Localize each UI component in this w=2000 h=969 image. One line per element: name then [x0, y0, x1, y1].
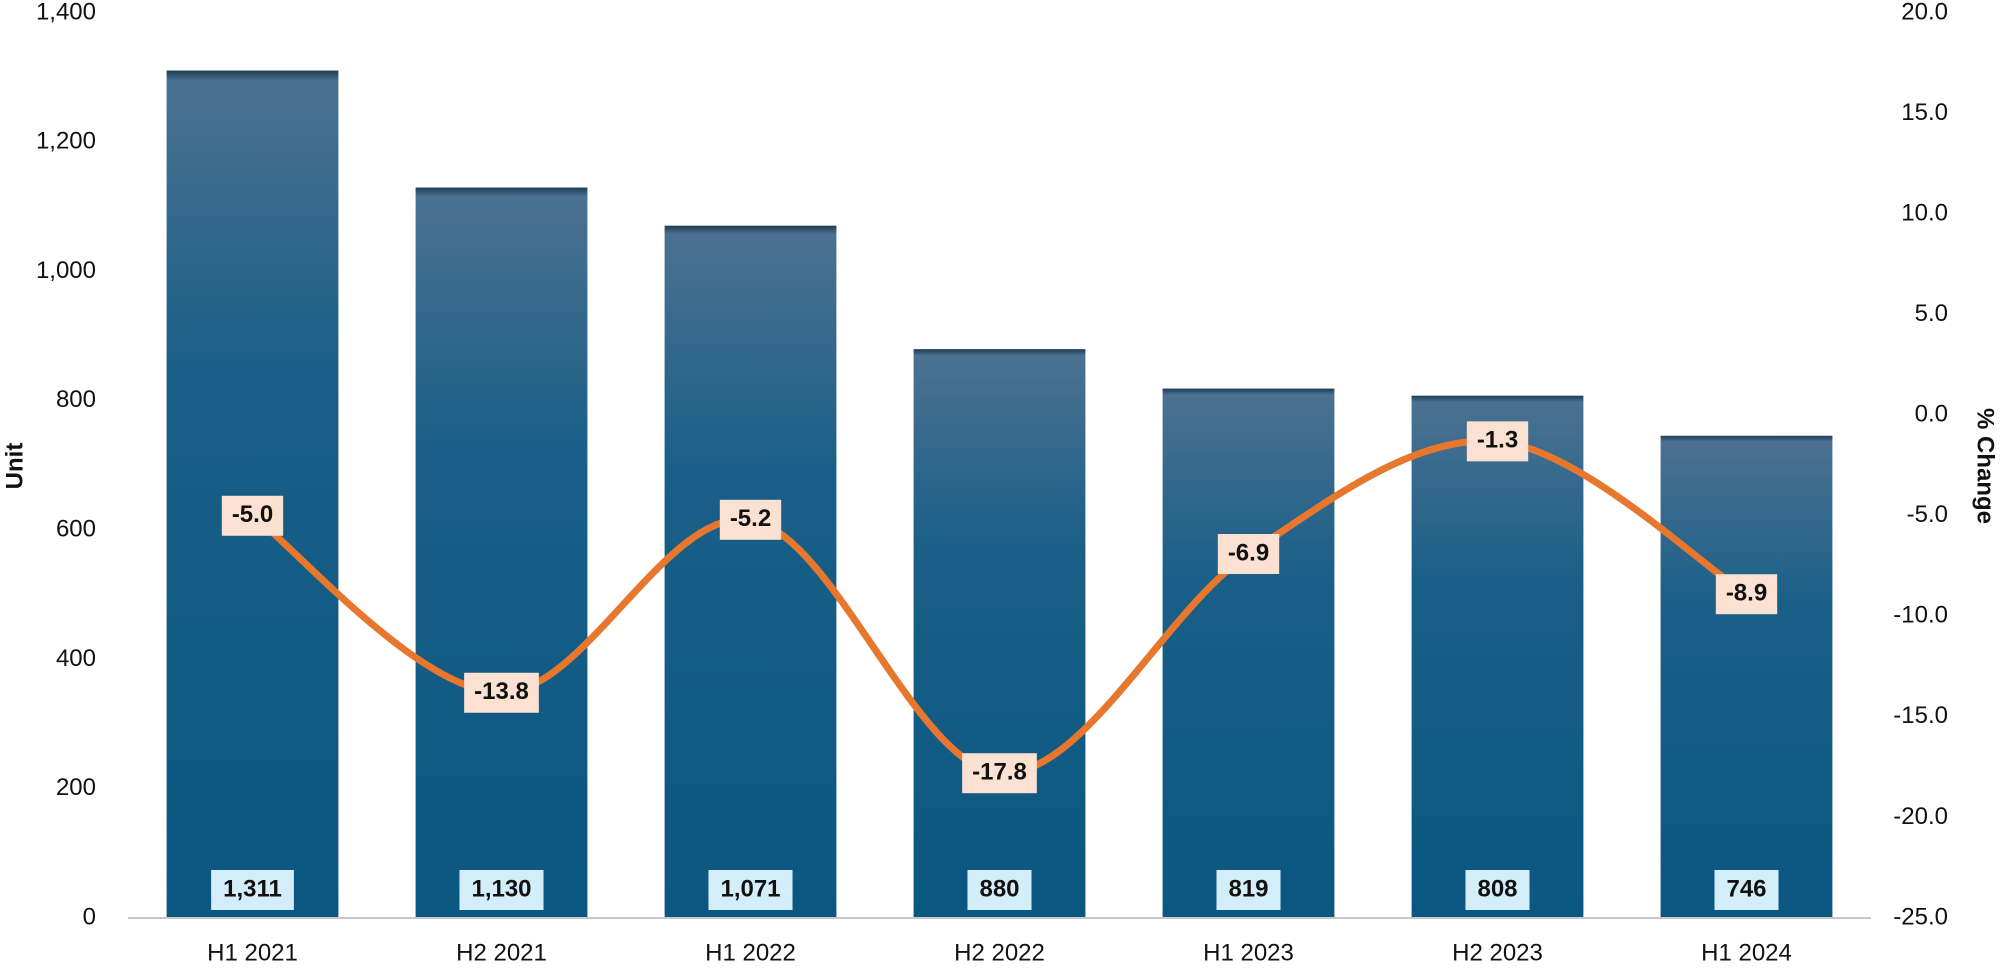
bar-value-label-box: [967, 870, 1032, 910]
x-tick-label: H1 2021: [207, 939, 298, 966]
y-axis-title: Unit: [1, 443, 28, 490]
bar-value-label-box: [1714, 870, 1779, 910]
y2-tick-label: -25.0: [1893, 903, 1948, 930]
bar-value-label-group: 819: [1216, 870, 1281, 910]
y2-tick-label: 20.0: [1901, 0, 1948, 25]
x-tick-label: H1 2022: [705, 939, 796, 966]
bar: [1660, 435, 1833, 918]
bar-value-label: 1,311: [223, 875, 282, 902]
line-value-label-group: -5.0: [221, 495, 284, 536]
x-tick-label: H1 2024: [1701, 939, 1792, 966]
bar: [913, 349, 1086, 919]
y2-tick-label: 15.0: [1901, 99, 1948, 126]
line-value-label-box: [464, 672, 539, 713]
y2-axis-title: % Change: [1972, 408, 1999, 524]
line-value-label: -13.8: [474, 678, 529, 705]
bar-value-label-group: 880: [967, 870, 1032, 910]
y-tick-label: 600: [56, 515, 96, 542]
x-tick-label: H2 2022: [954, 939, 1045, 966]
bar-value-label-group: 1,130: [459, 870, 544, 910]
y2-tick-label: -15.0: [1893, 702, 1948, 729]
line-value-label-box: [719, 499, 782, 540]
line-value-label: -1.3: [1477, 427, 1518, 454]
line-value-label: -8.9: [1726, 580, 1767, 607]
bar-value-label: 880: [979, 875, 1019, 902]
line-value-label-group: -8.9: [1715, 574, 1778, 615]
bar-value-label-box: [459, 870, 544, 910]
line-value-label: -6.9: [1228, 539, 1269, 566]
line-value-label-group: -1.3: [1466, 421, 1529, 462]
bar: [415, 187, 588, 919]
line-value-label-group: -17.8: [962, 753, 1037, 794]
y2-tick-label: 10.0: [1901, 199, 1948, 226]
bar-value-label-group: 746: [1714, 870, 1779, 910]
bar-value-label-group: 1,071: [708, 870, 793, 910]
line-value-label-group: -6.9: [1217, 533, 1280, 574]
y-tick-label: 400: [56, 645, 96, 672]
y-tick-label: 1,400: [36, 0, 96, 25]
line-value-label-box: [962, 753, 1037, 794]
x-tick-label: H2 2023: [1452, 939, 1543, 966]
y-tick-label: 0: [83, 903, 96, 930]
bar-value-label-box: [708, 870, 793, 910]
x-tick-label: H2 2021: [456, 939, 547, 966]
y2-tick-label: -20.0: [1893, 803, 1948, 830]
line-value-label-box: [1466, 421, 1529, 462]
line-value-label-group: -5.2: [719, 499, 782, 540]
bar: [166, 70, 339, 918]
line-value-label-group: -13.8: [464, 672, 539, 713]
bar-value-label-group: 1,311: [211, 870, 294, 910]
bar-value-label: 1,071: [720, 875, 780, 902]
y-tick-label: 1,000: [36, 257, 96, 284]
line-value-label-box: [1217, 533, 1280, 574]
bar: [1162, 388, 1335, 918]
bar: [664, 225, 837, 919]
bar-value-label: 746: [1726, 875, 1766, 902]
y-tick-label: 200: [56, 774, 96, 801]
x-tick-label: H1 2023: [1203, 939, 1294, 966]
bar-value-label: 1,130: [471, 875, 531, 902]
y2-tick-label: -10.0: [1893, 602, 1948, 629]
y-tick-label: 800: [56, 386, 96, 413]
line-value-label-box: [221, 495, 284, 536]
line-value-label-box: [1715, 574, 1778, 615]
bar-value-label: 808: [1477, 875, 1517, 902]
line-value-label: -5.0: [232, 501, 273, 528]
line-value-label: -5.2: [730, 505, 771, 532]
bar: [1411, 395, 1584, 919]
y-tick-label: 1,200: [36, 128, 96, 155]
y2-tick-label: -5.0: [1907, 501, 1948, 528]
line-value-label: -17.8: [972, 759, 1027, 786]
bar-value-label-group: 808: [1465, 870, 1530, 910]
bar-value-label: 819: [1228, 875, 1268, 902]
bar-value-label-box: [211, 870, 294, 910]
y2-tick-label: 5.0: [1915, 300, 1948, 327]
bar-value-label-box: [1465, 870, 1530, 910]
bar-value-label-box: [1216, 870, 1281, 910]
y2-tick-label: 0.0: [1915, 401, 1948, 428]
